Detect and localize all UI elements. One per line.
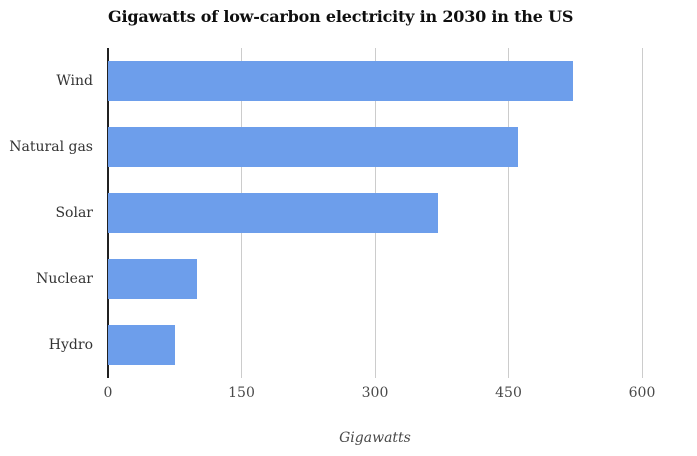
category-axis: Wind Natural gas Solar Nuclear Hydro bbox=[0, 0, 93, 456]
bar-nuclear bbox=[108, 259, 197, 299]
category-label-solar: Solar bbox=[55, 205, 93, 221]
bar-wind bbox=[108, 61, 574, 101]
x-tick-label: 0 bbox=[103, 385, 113, 401]
x-tick-label: 600 bbox=[628, 385, 656, 401]
bar-solar bbox=[108, 193, 439, 233]
x-tick-label: 150 bbox=[228, 385, 255, 401]
category-label-natural-gas: Natural gas bbox=[9, 139, 93, 155]
chart-title: Gigawatts of low-carbon electricity in 2… bbox=[108, 7, 574, 26]
category-label-hydro: Hydro bbox=[48, 337, 93, 353]
bar-natural-gas bbox=[108, 127, 519, 167]
bar-hydro bbox=[108, 325, 175, 365]
gridline-450 bbox=[508, 48, 509, 378]
category-label-wind: Wind bbox=[56, 73, 93, 89]
plot-area bbox=[107, 48, 643, 378]
category-label-nuclear: Nuclear bbox=[36, 271, 93, 287]
gridline-600 bbox=[641, 48, 643, 378]
x-tick-label: 300 bbox=[361, 385, 389, 401]
x-axis-label: Gigawatts bbox=[339, 430, 411, 446]
x-tick-label: 450 bbox=[495, 385, 522, 401]
